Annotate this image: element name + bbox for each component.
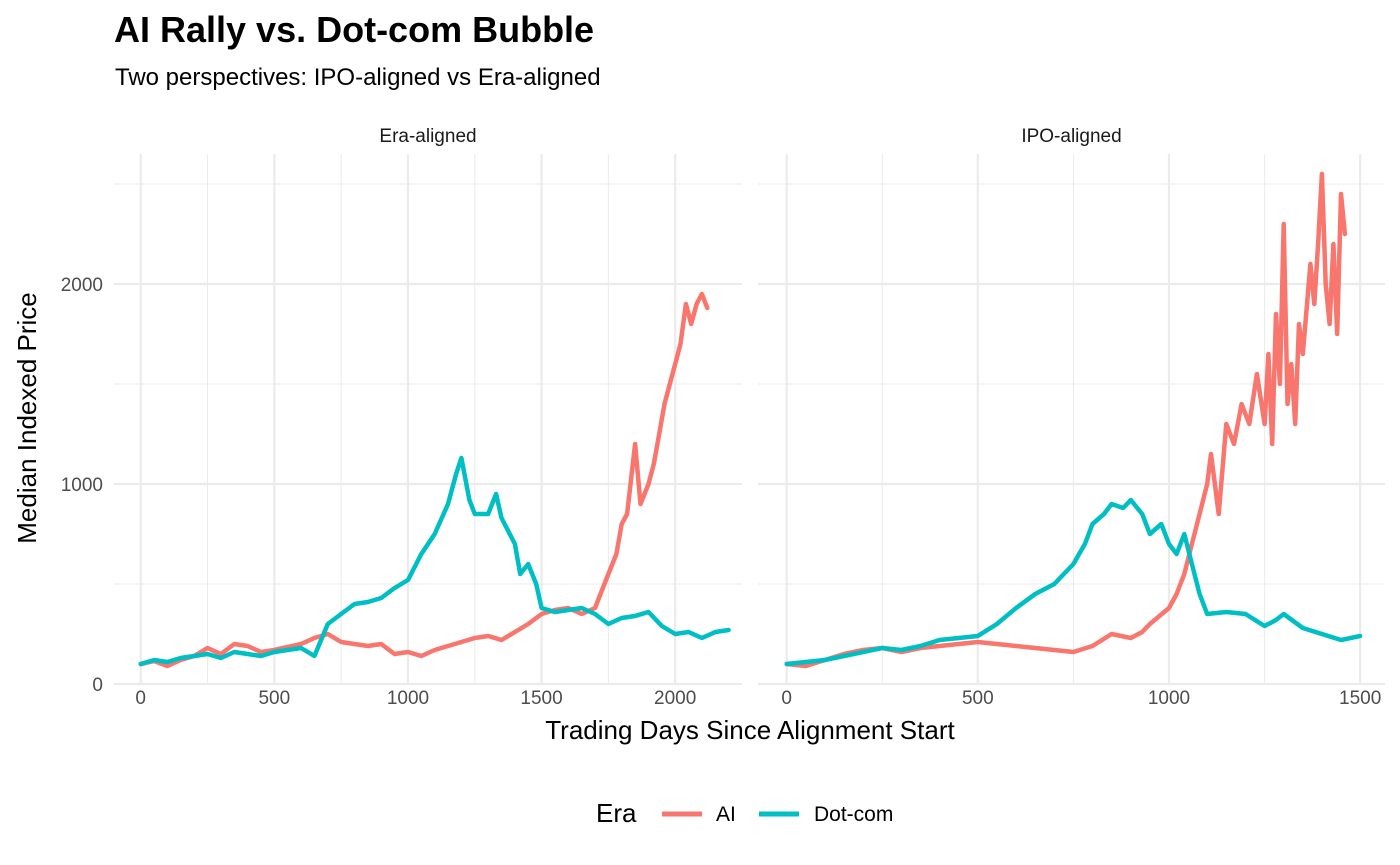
x-tick-label: 1500 [1339, 688, 1381, 709]
x-tick-label: 0 [781, 688, 792, 709]
y-tick-label: 2000 [61, 275, 103, 296]
legend-title: Era [596, 798, 637, 828]
x-tick-label: 500 [962, 688, 994, 709]
x-tick-label: 2000 [654, 688, 696, 709]
y-axis-title: Median Indexed Price [12, 292, 42, 543]
panel-era-aligned: 0 500 1000 1500 2000 0 1000 2000 Era-aligned [61, 126, 742, 709]
series-line-ai [138, 291, 710, 669]
x-tick-label: 1000 [387, 688, 429, 709]
x-tick-label: 0 [135, 688, 146, 709]
x-axis-title: Trading Days Since Alignment Start [545, 715, 955, 745]
x-tick-label: 1500 [520, 688, 562, 709]
x-tick-label: 500 [258, 688, 290, 709]
chart-title: AI Rally vs. Dot-com Bubble [114, 9, 595, 50]
series-line-dot-com [138, 455, 731, 667]
facet-strip-label: Era-aligned [379, 126, 476, 147]
panel-ipo-aligned: 0 500 1000 1500 IPO-aligned [758, 126, 1385, 709]
legend: Era AI Dot-com [596, 798, 893, 828]
x-tick-label: 1000 [1148, 688, 1190, 709]
y-tick-label: 1000 [61, 475, 103, 496]
series-line-dot-com [784, 497, 1363, 667]
facet-strip-label: IPO-aligned [1021, 126, 1121, 147]
series-line-ai [784, 171, 1348, 669]
chart-subtitle: Two perspectives: IPO-aligned vs Era-ali… [115, 64, 601, 91]
legend-label-ai: AI [716, 803, 736, 826]
y-tick-label: 0 [92, 675, 103, 696]
legend-label-dot-com: Dot-com [814, 803, 893, 826]
